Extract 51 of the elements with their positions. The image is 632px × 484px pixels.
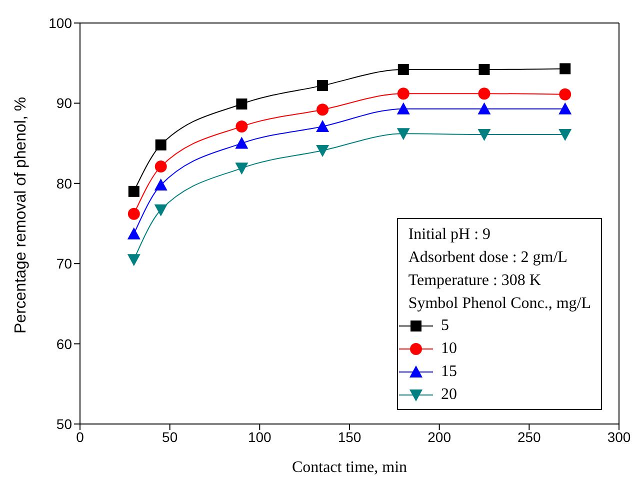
x-tick-label: 100	[248, 428, 272, 445]
annotation: Initial pH : 9	[408, 225, 492, 245]
y-tick-label: 90	[56, 95, 72, 112]
x-tick-label: 200	[428, 428, 452, 445]
x-tick-label: 0	[76, 428, 84, 445]
y-tick-label: 100	[48, 14, 72, 31]
point	[236, 120, 248, 132]
point	[398, 64, 409, 76]
legend-label: 5	[441, 316, 449, 334]
point	[558, 102, 572, 114]
legend-label: 20	[441, 386, 457, 404]
legend-label: 15	[441, 362, 457, 380]
point	[154, 178, 168, 191]
point	[128, 186, 140, 197]
point	[128, 208, 140, 220]
point	[154, 204, 168, 216]
point	[478, 64, 490, 76]
point	[235, 162, 248, 175]
legend-label: 10	[441, 340, 457, 358]
point	[396, 128, 410, 140]
point	[558, 128, 572, 141]
point	[396, 102, 410, 114]
point	[478, 102, 491, 114]
legend-title: Symbol Phenol Conc., mg/L	[408, 294, 591, 314]
x-tick-label: 300	[607, 428, 631, 445]
x-tick-label: 250	[517, 428, 542, 445]
y-axis-title: Percentage removal of phenol, %	[12, 96, 30, 334]
y-tick-label: 70	[56, 256, 72, 272]
point	[236, 98, 248, 110]
annotation: Adsorbent dose : 2 gm/L	[408, 248, 568, 268]
point	[560, 63, 571, 74]
y-tick-label: 60	[56, 336, 72, 352]
point	[478, 88, 490, 100]
point	[316, 145, 330, 158]
point	[235, 136, 248, 149]
point	[154, 160, 167, 173]
x-axis-title: Contact time, min	[292, 459, 408, 476]
point	[316, 120, 330, 132]
x-tick-label: 150	[338, 428, 362, 445]
point	[155, 139, 166, 150]
point	[127, 254, 140, 266]
point	[127, 227, 140, 240]
annotation: Temperature : 308 K	[408, 271, 542, 291]
point	[478, 128, 491, 141]
point	[316, 104, 329, 116]
point	[397, 88, 410, 100]
y-tick-label: 50	[56, 416, 72, 432]
y-tick-label: 80	[56, 175, 72, 192]
point	[559, 88, 572, 100]
point	[317, 80, 328, 92]
x-tick-label: 50	[162, 428, 178, 445]
